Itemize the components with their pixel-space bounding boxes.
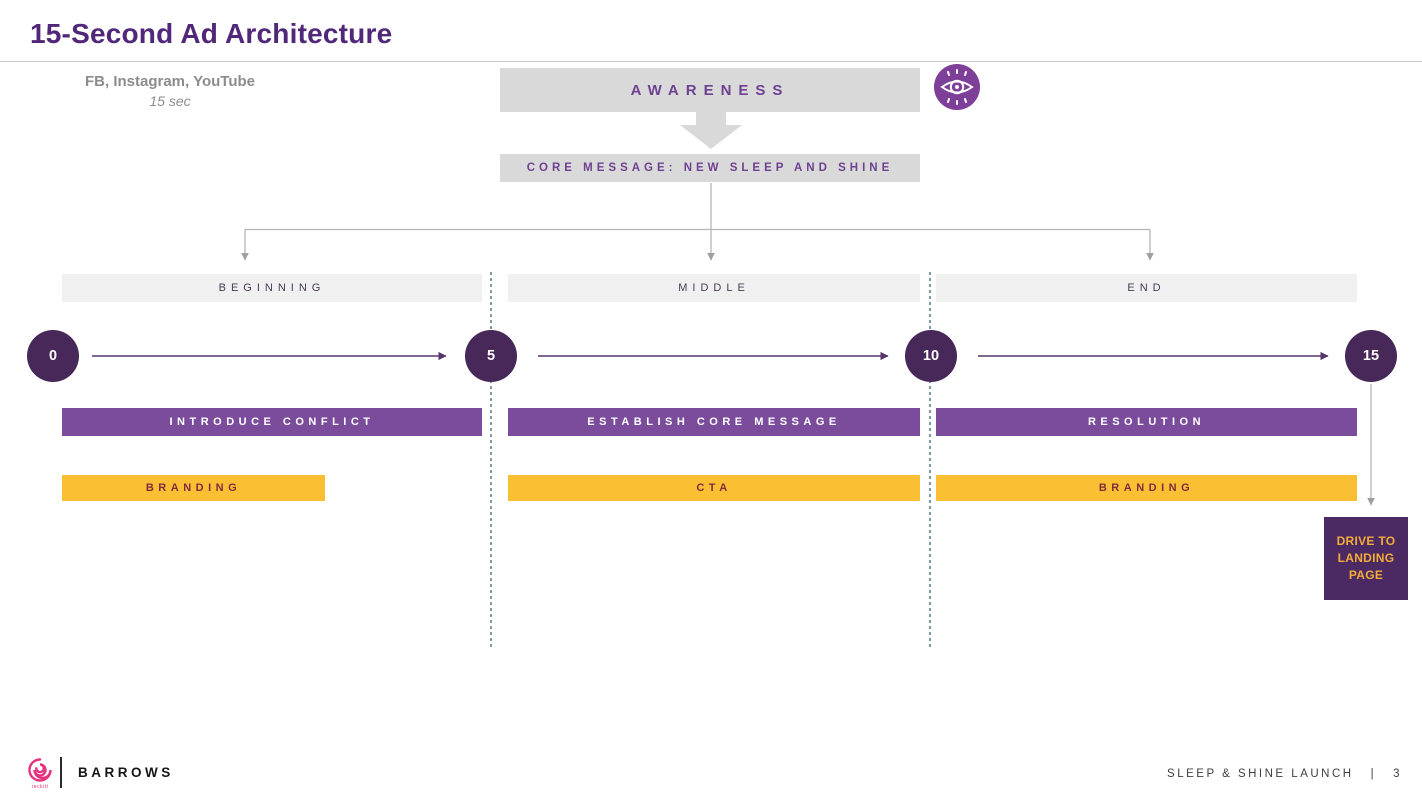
highlight-label: CTA xyxy=(696,482,732,494)
phase-label: MIDDLE xyxy=(678,282,750,294)
core-message-label: CORE MESSAGE: NEW SLEEP AND SHINE xyxy=(526,162,894,174)
highlight-bar-branding-2: BRANDING xyxy=(936,475,1357,501)
drive-to-landing-page-box: DRIVE TO LANDING PAGE xyxy=(1324,517,1408,600)
reckitt-logo-icon xyxy=(28,758,52,782)
eye-icon xyxy=(934,64,980,110)
awareness-label: AWARENESS xyxy=(630,81,790,99)
action-bar-introduce-conflict: INTRODUCE CONFLICT xyxy=(62,408,482,436)
action-label: INTRODUCE CONFLICT xyxy=(169,416,375,428)
platform-block: FB, Instagram, YouTube 15 sec xyxy=(55,73,285,109)
duration-label: 15 sec xyxy=(149,93,191,109)
action-label: RESOLUTION xyxy=(1087,416,1206,428)
brand-name: BARROWS xyxy=(78,765,174,780)
page-number: 3 xyxy=(1393,768,1402,780)
highlight-label: BRANDING xyxy=(1098,482,1195,494)
reckitt-logo-text: reckitt xyxy=(31,784,49,790)
awareness-bar: AWARENESS xyxy=(500,68,920,112)
phase-bar-end: END xyxy=(936,274,1357,302)
timeline-marker-5: 5 xyxy=(465,330,517,382)
phase-bar-middle: MIDDLE xyxy=(508,274,920,302)
campaign-name: SLEEP & SHINE LAUNCH xyxy=(1167,768,1354,780)
timeline-marker-10: 10 xyxy=(905,330,957,382)
highlight-label: BRANDING xyxy=(145,482,242,494)
action-bar-resolution: RESOLUTION xyxy=(936,408,1357,436)
core-message-bar: CORE MESSAGE: NEW SLEEP AND SHINE xyxy=(500,154,920,182)
action-label: ESTABLISH CORE MESSAGE xyxy=(587,416,841,428)
footer-divider xyxy=(60,757,62,788)
phase-label: BEGINNING xyxy=(218,282,326,294)
timeline-marker-0: 0 xyxy=(27,330,79,382)
platform-label: FB, Instagram, YouTube xyxy=(84,73,256,90)
action-bar-establish-core-message: ESTABLISH CORE MESSAGE xyxy=(508,408,920,436)
phase-bar-beginning: BEGINNING xyxy=(62,274,482,302)
flow-arrow-down-icon xyxy=(680,112,742,149)
title-divider xyxy=(0,61,1422,62)
timeline-marker-15: 15 xyxy=(1345,330,1397,382)
highlight-bar-cta: CTA xyxy=(508,475,920,501)
highlight-bar-branding-1: BRANDING xyxy=(62,475,325,501)
phase-label: END xyxy=(1127,282,1166,294)
page-title: 15-Second Ad Architecture xyxy=(30,18,393,49)
footer-right: SLEEP & SHINE LAUNCH | 3 xyxy=(1167,768,1402,780)
footer-separator: | xyxy=(1370,768,1377,780)
